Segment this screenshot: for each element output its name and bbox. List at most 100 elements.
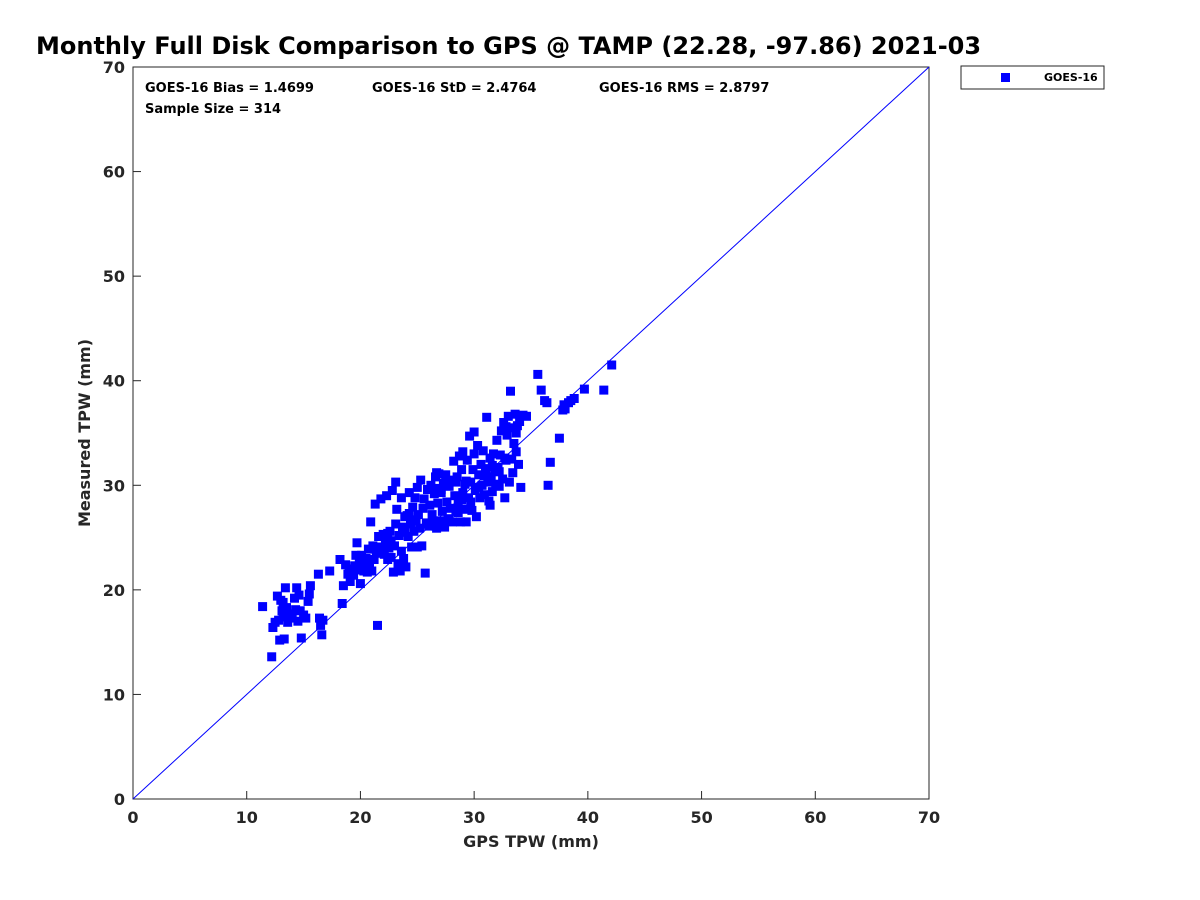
data-point <box>391 477 401 487</box>
data-point <box>475 493 485 503</box>
data-point <box>503 411 513 421</box>
data-point <box>409 515 419 525</box>
data-point <box>569 394 579 403</box>
data-point <box>394 531 404 540</box>
data-point <box>409 526 419 536</box>
data-point <box>268 623 278 632</box>
data-point <box>434 483 444 493</box>
data-point <box>354 557 364 567</box>
y-tick-label: 20 <box>103 581 125 600</box>
data-point <box>468 465 478 475</box>
data-point <box>483 477 493 487</box>
data-point <box>396 546 406 556</box>
data-point <box>291 605 301 615</box>
data-point <box>400 512 410 522</box>
legend-marker-square <box>1001 73 1010 82</box>
data-point <box>417 541 427 551</box>
data-point <box>474 470 484 480</box>
legend-box <box>960 65 1105 90</box>
data-point <box>386 552 396 562</box>
data-point <box>294 590 304 600</box>
data-point <box>599 385 609 395</box>
data-point <box>469 427 479 437</box>
x-tick-label: 30 <box>463 808 485 827</box>
data-point <box>507 423 517 433</box>
data-point <box>383 528 393 538</box>
data-point <box>390 541 399 551</box>
data-point <box>316 620 326 630</box>
data-point <box>280 583 290 593</box>
data-point <box>542 398 552 408</box>
data-point <box>471 512 481 522</box>
data-point <box>293 616 303 626</box>
data-point <box>278 597 288 607</box>
data-point <box>500 453 510 463</box>
data-point <box>282 603 291 613</box>
data-point <box>393 559 403 569</box>
data-point <box>508 468 518 478</box>
data-point <box>496 426 506 436</box>
data-point <box>533 369 543 379</box>
data-point <box>479 471 489 481</box>
data-point <box>404 488 414 498</box>
data-point <box>345 577 355 586</box>
data-point <box>398 522 407 532</box>
data-point <box>607 360 617 370</box>
rms-annotation: GOES-16 RMS = 2.8797 <box>599 81 769 96</box>
data-point <box>441 470 451 480</box>
data-point <box>515 417 525 426</box>
y-tick-label: 40 <box>103 372 125 391</box>
data-point <box>391 519 401 529</box>
data-point <box>395 566 405 576</box>
data-point <box>303 596 313 606</box>
data-point <box>462 455 472 465</box>
data-point <box>453 508 463 517</box>
data-point <box>509 439 519 448</box>
data-point <box>435 516 445 526</box>
x-tick-label: 10 <box>236 808 258 827</box>
y-tick-label: 70 <box>103 58 125 77</box>
y-tick-label: 10 <box>103 685 125 704</box>
data-point <box>412 482 422 492</box>
data-point <box>478 446 488 456</box>
x-tick-label: 40 <box>577 808 599 827</box>
data-point <box>469 449 479 459</box>
data-point <box>451 477 461 487</box>
data-point <box>511 428 521 438</box>
data-point <box>349 570 359 580</box>
data-point <box>500 493 510 503</box>
x-tick-label: 60 <box>804 808 826 827</box>
data-point <box>338 581 348 591</box>
data-point <box>343 569 353 579</box>
data-point <box>401 562 411 572</box>
data-point <box>375 545 385 555</box>
data-point <box>305 581 315 591</box>
data-point <box>502 430 512 440</box>
data-point <box>421 519 431 529</box>
data-point <box>506 386 515 396</box>
y-tick-label: 60 <box>103 163 125 182</box>
y-tick-label: 0 <box>114 790 125 809</box>
data-point <box>429 489 439 499</box>
data-point <box>474 482 484 492</box>
data-point <box>507 454 517 464</box>
data-point <box>355 579 365 589</box>
data-point <box>450 491 460 501</box>
data-point <box>467 505 477 515</box>
data-point <box>437 506 447 516</box>
data-point <box>267 652 277 662</box>
sample-size-annotation: Sample Size = 314 <box>145 102 281 117</box>
data-point <box>258 602 268 612</box>
data-point <box>438 478 448 488</box>
data-point <box>425 500 435 510</box>
data-point <box>399 554 409 563</box>
goes16-data-points <box>258 360 617 662</box>
data-point <box>433 498 443 508</box>
data-point <box>388 567 398 577</box>
data-point <box>489 449 498 459</box>
chart-title: Monthly Full Disk Comparison to GPS @ TA… <box>36 32 981 60</box>
data-point <box>367 566 377 576</box>
data-point <box>459 504 469 514</box>
data-point <box>522 411 531 421</box>
